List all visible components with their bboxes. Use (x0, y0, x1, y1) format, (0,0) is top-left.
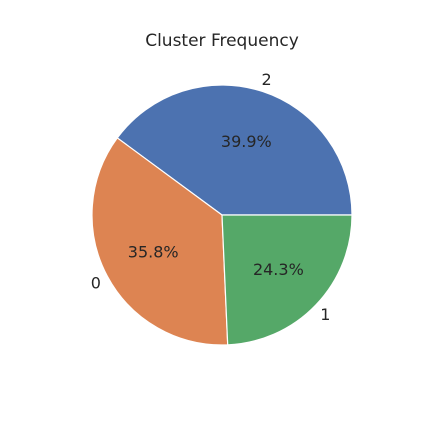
slice-label-0: 0 (91, 273, 101, 292)
pct-label-1: 24.3% (253, 260, 304, 279)
pie-slices (91, 84, 353, 346)
pie-slice-2 (116, 84, 353, 216)
pie-slice-0 (91, 137, 229, 346)
pct-label-2: 39.9% (221, 132, 272, 151)
chart-title: Cluster Frequency (145, 31, 299, 51)
pct-label-0: 35.8% (128, 243, 179, 262)
slice-label-2: 2 (262, 70, 272, 89)
slice-label-1: 1 (320, 305, 330, 324)
pie-slice-1 (221, 214, 353, 346)
pie-labels: 39.9% 2 35.8% 0 24.3% 1 (91, 70, 331, 324)
